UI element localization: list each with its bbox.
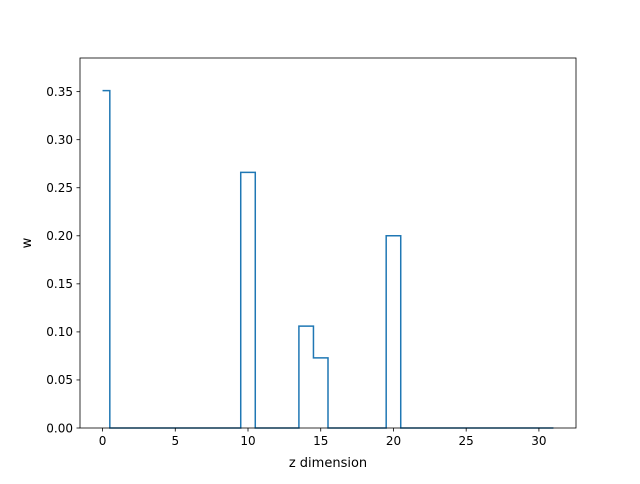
x-tick-label: 25 (459, 434, 474, 448)
y-tick-label: 0.10 (46, 325, 73, 339)
x-tick-label: 15 (313, 434, 328, 448)
y-tick-label: 0.30 (46, 133, 73, 147)
y-axis-label: w (20, 237, 35, 248)
x-tick-label: 5 (171, 434, 179, 448)
y-tick-label: 0.20 (46, 229, 73, 243)
x-axis-ticks: 0 5 10 15 20 25 30 (99, 428, 547, 448)
y-tick-label: 0.05 (46, 373, 73, 387)
x-tick-label: 30 (531, 434, 546, 448)
y-tick-label: 0.25 (46, 181, 73, 195)
y-tick-label: 0.35 (46, 85, 73, 99)
x-axis-label: z dimension (289, 456, 367, 471)
y-tick-label: 0.00 (46, 421, 73, 435)
plot-frame (79, 57, 577, 429)
y-axis-ticks: 0.00 0.05 0.10 0.15 0.20 0.25 0.30 0.35 (46, 85, 80, 435)
x-tick-label: 20 (386, 434, 401, 448)
x-tick-label: 0 (99, 434, 107, 448)
x-tick-label: 10 (240, 434, 255, 448)
y-tick-label: 0.15 (46, 277, 73, 291)
